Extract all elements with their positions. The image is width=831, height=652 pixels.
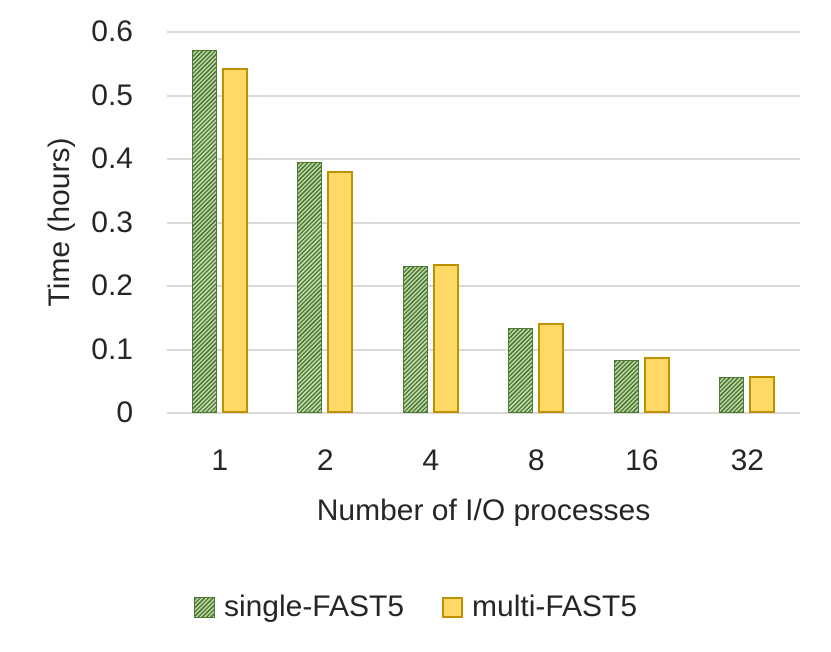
bar-group-1 (167, 32, 273, 413)
x-axis-line (167, 412, 800, 414)
single-fast5-swatch (193, 596, 215, 618)
bar-group-32 (695, 32, 801, 413)
bar-group-2 (273, 32, 379, 413)
y-tick-label: 0.4 (91, 142, 133, 175)
gridline (167, 285, 800, 287)
bar-group-8 (484, 32, 590, 413)
plot-area (167, 31, 800, 414)
legend-label-single-fast5: single-FAST5 (223, 590, 405, 623)
gridline (167, 221, 800, 224)
bar-single-FAST5-4 (402, 265, 428, 413)
x-tick-label: 8 (527, 444, 545, 477)
legend: single-FAST5 multi-FAST5 (0, 590, 831, 624)
legend-item-multi-fast5: multi-FAST5 (442, 590, 637, 624)
bar-multi-FAST5-8 (538, 323, 565, 413)
x-tick-label: 1 (211, 444, 229, 477)
bar-multi-FAST5-16 (643, 357, 670, 413)
y-tick-label: 0.1 (91, 332, 133, 366)
gridline (167, 31, 800, 33)
x-axis-title: Number of I/O processes (316, 494, 651, 527)
bar-groups (167, 32, 800, 413)
bar-multi-FAST5-32 (749, 376, 776, 413)
y-tick-label: 0.2 (91, 269, 133, 302)
x-tick-label: 2 (316, 444, 334, 477)
legend-item-single-fast5: single-FAST5 (193, 590, 405, 624)
x-tick-label: 4 (422, 444, 440, 477)
bar-single-FAST5-16 (613, 359, 639, 413)
x-tick-label: 32 (730, 444, 764, 477)
y-tick-label: 0.3 (91, 205, 133, 239)
bar-group-16 (589, 32, 695, 413)
bar-single-FAST5-1 (191, 49, 217, 413)
y-tick-label: 0.5 (91, 78, 133, 112)
y-tick-label: 0.6 (91, 15, 133, 48)
bar-single-FAST5-8 (508, 327, 534, 413)
legend-label-multi-fast5: multi-FAST5 (472, 590, 638, 623)
gridline (167, 94, 800, 97)
bar-single-FAST5-2 (297, 161, 323, 413)
multi-fast5-swatch (442, 596, 464, 618)
bar-group-4 (378, 32, 484, 413)
bar-multi-FAST5-1 (221, 68, 248, 413)
x-tick-label: 16 (625, 444, 659, 477)
bar-multi-FAST5-4 (432, 264, 459, 413)
bar-single-FAST5-32 (719, 377, 745, 413)
y-tick-label: 0 (116, 396, 133, 429)
gridline (167, 348, 800, 351)
x-axis-tick-labels: 1 2 4 8 16 32 (167, 444, 800, 480)
gridline (167, 158, 800, 160)
bar-multi-FAST5-2 (327, 171, 354, 413)
